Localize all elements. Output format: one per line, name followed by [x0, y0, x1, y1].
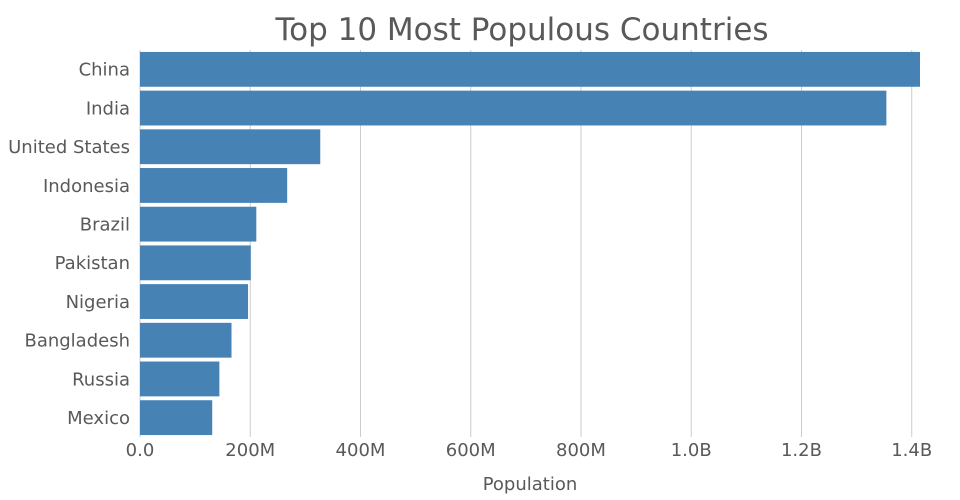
category-label: Indonesia — [43, 176, 130, 197]
bar-india — [140, 90, 887, 126]
x-tick-label: 1.4B — [891, 440, 932, 461]
x-tick-label: 800M — [556, 440, 606, 461]
x-axis-label: Population — [483, 474, 578, 495]
category-label: Pakistan — [55, 253, 130, 274]
category-label: Mexico — [67, 408, 130, 429]
bar-united-states — [140, 129, 321, 165]
x-tick-label: 600M — [446, 440, 496, 461]
bar-pakistan — [140, 245, 251, 281]
bar-mexico — [140, 400, 213, 436]
bars — [140, 51, 920, 436]
bar-china — [140, 51, 920, 87]
x-tick-label: 1.0B — [671, 440, 712, 461]
bar-brazil — [140, 206, 257, 242]
category-labels: China India United States Indonesia Brazil Pa… — [8, 60, 130, 429]
category-label: Brazil — [80, 214, 130, 235]
x-tick-label: 200M — [225, 440, 275, 461]
category-label: United States — [8, 137, 130, 158]
category-label: India — [86, 98, 130, 119]
x-tick-label: 0.0 — [126, 440, 155, 461]
bar-russia — [140, 361, 220, 397]
x-tick-labels: 0.0 200M 400M 600M 800M 1.0B 1.2B 1.4B — [126, 440, 933, 461]
bar-bangladesh — [140, 322, 232, 358]
category-label: Nigeria — [66, 292, 130, 313]
bar-indonesia — [140, 168, 288, 203]
category-label: Bangladesh — [24, 331, 130, 352]
category-label: China — [79, 60, 130, 81]
bar-nigeria — [140, 284, 249, 319]
chart-title: Top 10 Most Populous Countries — [274, 12, 768, 48]
x-tick-label: 400M — [336, 440, 386, 461]
x-tick-label: 1.2B — [781, 440, 822, 461]
category-label: Russia — [72, 369, 130, 390]
